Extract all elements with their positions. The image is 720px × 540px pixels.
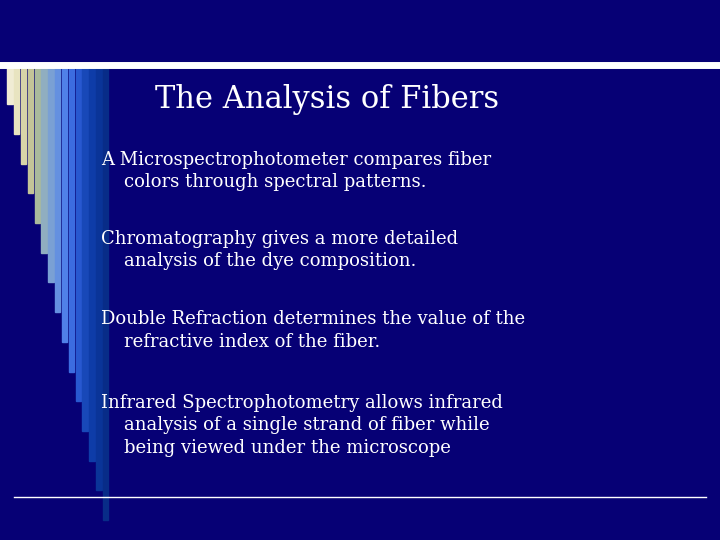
Bar: [96, 66, 102, 490]
Bar: [103, 66, 108, 520]
Bar: [48, 66, 54, 282]
Text: The Analysis of Fibers: The Analysis of Fibers: [155, 84, 499, 114]
Bar: [68, 66, 74, 372]
Bar: [42, 66, 47, 253]
Bar: [89, 66, 94, 461]
Bar: [21, 66, 26, 164]
Bar: [62, 66, 68, 342]
Bar: [76, 66, 81, 401]
Bar: [82, 66, 88, 431]
Text: A Microspectrophotometer compares fiber
    colors through spectral patterns.: A Microspectrophotometer compares fiber …: [101, 151, 491, 191]
Bar: [7, 66, 13, 104]
Bar: [27, 66, 33, 193]
Text: Chromatography gives a more detailed
    analysis of the dye composition.: Chromatography gives a more detailed ana…: [101, 230, 458, 269]
Text: Double Refraction determines the value of the
    refractive index of the fiber.: Double Refraction determines the value o…: [101, 310, 525, 350]
Bar: [35, 66, 40, 223]
Text: Infrared Spectrophotometry allows infrared
    analysis of a single strand of fi: Infrared Spectrophotometry allows infrar…: [101, 394, 503, 457]
Bar: [55, 66, 60, 312]
Bar: [14, 66, 19, 134]
